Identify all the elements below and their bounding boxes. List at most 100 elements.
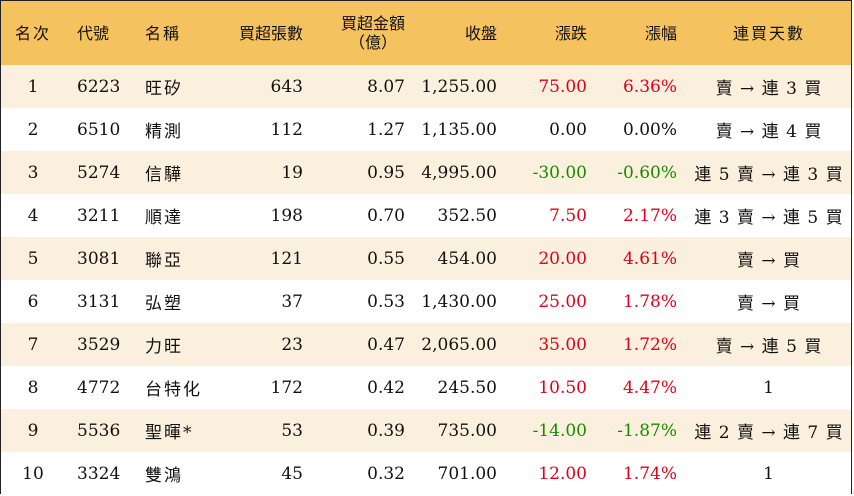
header-buy-amount-label: 買超金額 （億） bbox=[341, 14, 405, 52]
cell-change: 7.50 bbox=[549, 205, 587, 226]
cell-name: 聖暉* bbox=[145, 423, 194, 443]
cell-code: 3131 bbox=[77, 291, 121, 312]
cell-rank: 7 bbox=[27, 334, 39, 355]
cell-change: -14.00 bbox=[532, 420, 587, 441]
cell-close: 1,430.00 bbox=[421, 291, 497, 312]
table-row: 8 4772 台特化 172 0.42 245.50 10.50 4.47% 1 bbox=[1, 366, 851, 409]
cell-buy-amount: 0.42 bbox=[367, 377, 405, 398]
table-row: 9 5536 聖暉* 53 0.39 735.00 -14.00 -1.87% 連 2 賣 → … bbox=[1, 409, 851, 452]
cell-code: 3211 bbox=[77, 205, 121, 226]
cell-change: 25.00 bbox=[538, 291, 587, 312]
cell-code: 6510 bbox=[77, 119, 121, 140]
cell-streak: 賣 → 買 bbox=[736, 294, 802, 314]
cell-name: 力旺 bbox=[145, 337, 183, 357]
cell-name: 精測 bbox=[145, 122, 183, 142]
header-streak: 連買天數 bbox=[732, 23, 805, 43]
cell-close: 701.00 bbox=[437, 463, 497, 484]
header-buy-sheets: 買超張數 bbox=[238, 23, 303, 43]
cell-buy-amount: 0.70 bbox=[367, 205, 405, 226]
cell-close: 454.00 bbox=[437, 248, 497, 269]
header-close: 收盤 bbox=[464, 23, 497, 43]
header-change-pct: 漲幅 bbox=[644, 23, 677, 43]
cell-streak: 連 3 賣 → 連 5 買 bbox=[694, 208, 844, 228]
cell-change: 10.50 bbox=[538, 377, 587, 398]
cell-buy-amount: 0.47 bbox=[367, 334, 405, 355]
table-row: 6 3131 弘塑 37 0.53 1,430.00 25.00 1.78% 賣 → 買 bbox=[1, 280, 851, 323]
cell-rank: 10 bbox=[22, 463, 44, 484]
cell-buy-amount: 0.32 bbox=[367, 463, 405, 484]
cell-code: 5274 bbox=[77, 162, 121, 183]
cell-code: 3324 bbox=[77, 463, 121, 484]
table-row: 4 3211 順達 198 0.70 352.50 7.50 2.17% 連 3 賣 → 連 5… bbox=[1, 194, 851, 237]
cell-rank: 4 bbox=[27, 205, 39, 226]
cell-streak: 賣 → 連 5 買 bbox=[715, 337, 823, 357]
header-rank: 名次 bbox=[14, 23, 51, 43]
cell-close: 2,065.00 bbox=[421, 334, 497, 355]
cell-buy-sheets: 37 bbox=[281, 291, 303, 312]
cell-buy-amount: 0.55 bbox=[367, 248, 405, 269]
cell-change-pct: 1.78% bbox=[622, 291, 677, 312]
table-row: 10 3324 雙鴻 45 0.32 701.00 12.00 1.74% 1 bbox=[1, 452, 851, 495]
cell-name: 信驊 bbox=[145, 165, 183, 185]
table-body: 1 6223 旺矽 643 8.07 1,255.00 75.00 6.36% 賣 → 連 3 … bbox=[1, 65, 851, 495]
cell-buy-sheets: 53 bbox=[281, 420, 303, 441]
cell-code: 6223 bbox=[77, 76, 121, 97]
cell-change: 12.00 bbox=[538, 463, 587, 484]
cell-change-pct: 6.36% bbox=[622, 76, 677, 97]
cell-streak: 連 2 賣 → 連 7 買 bbox=[694, 423, 844, 443]
cell-buy-sheets: 643 bbox=[270, 76, 303, 97]
cell-change-pct: -0.60% bbox=[617, 162, 677, 183]
cell-change-pct: 1.74% bbox=[622, 463, 677, 484]
header-buy-amount-line1: 買超金額 bbox=[340, 14, 405, 33]
cell-buy-sheets: 19 bbox=[281, 162, 303, 183]
cell-buy-sheets: 45 bbox=[281, 463, 303, 484]
cell-change-pct: 4.61% bbox=[622, 248, 677, 269]
cell-buy-amount: 0.95 bbox=[367, 162, 405, 183]
cell-close: 735.00 bbox=[437, 420, 497, 441]
cell-change: 20.00 bbox=[538, 248, 587, 269]
cell-change-pct: 0.00% bbox=[622, 119, 677, 140]
cell-code: 4772 bbox=[77, 377, 121, 398]
cell-buy-sheets: 121 bbox=[270, 248, 303, 269]
cell-name: 聯亞 bbox=[145, 251, 183, 271]
cell-close: 4,995.00 bbox=[421, 162, 497, 183]
cell-buy-sheets: 172 bbox=[270, 377, 303, 398]
cell-streak: 連 5 賣 → 連 3 買 bbox=[694, 165, 844, 185]
cell-change: -30.00 bbox=[532, 162, 587, 183]
cell-rank: 5 bbox=[27, 248, 39, 269]
cell-change: 35.00 bbox=[538, 334, 587, 355]
table-row: 7 3529 力旺 23 0.47 2,065.00 35.00 1.72% 賣 → 連 5 買 bbox=[1, 323, 851, 366]
cell-close: 1,135.00 bbox=[421, 119, 497, 140]
cell-change: 75.00 bbox=[538, 76, 587, 97]
cell-change-pct: -1.87% bbox=[617, 420, 677, 441]
header-code: 代號 bbox=[77, 23, 110, 43]
cell-close: 1,255.00 bbox=[421, 76, 497, 97]
cell-code: 3529 bbox=[77, 334, 121, 355]
cell-rank: 6 bbox=[27, 291, 39, 312]
table-row: 2 6510 精測 112 1.27 1,135.00 0.00 0.00% 賣 → 連 4 買 bbox=[1, 108, 851, 151]
header-buy-amount: 買超金額 （億） bbox=[313, 1, 415, 65]
cell-name: 弘塑 bbox=[145, 294, 183, 314]
cell-buy-amount: 1.27 bbox=[367, 119, 405, 140]
cell-code: 3081 bbox=[77, 248, 121, 269]
cell-buy-amount: 0.53 bbox=[367, 291, 405, 312]
cell-rank: 8 bbox=[27, 377, 39, 398]
cell-change: 0.00 bbox=[549, 119, 587, 140]
cell-buy-amount: 8.07 bbox=[367, 76, 405, 97]
table-row: 5 3081 聯亞 121 0.55 454.00 20.00 4.61% 賣 → 買 bbox=[1, 237, 851, 280]
table-header-row: 名次 代號 名稱 買超張數 買超金額 （億） 收盤 漲跌 漲幅 連買天數 bbox=[1, 1, 851, 65]
cell-streak: 1 bbox=[763, 463, 775, 484]
cell-close: 245.50 bbox=[437, 377, 497, 398]
cell-change-pct: 4.47% bbox=[622, 377, 677, 398]
cell-rank: 1 bbox=[27, 76, 39, 97]
cell-code: 5536 bbox=[77, 420, 121, 441]
cell-name: 旺矽 bbox=[145, 79, 183, 99]
table-row: 1 6223 旺矽 643 8.07 1,255.00 75.00 6.36% 賣 → 連 3 … bbox=[1, 65, 851, 108]
table-row: 3 5274 信驊 19 0.95 4,995.00 -30.00 -0.60% 連 5 賣 →… bbox=[1, 151, 851, 194]
cell-name: 雙鴻 bbox=[145, 466, 183, 486]
cell-change-pct: 1.72% bbox=[622, 334, 677, 355]
cell-buy-sheets: 112 bbox=[270, 119, 303, 140]
cell-change-pct: 2.17% bbox=[622, 205, 677, 226]
